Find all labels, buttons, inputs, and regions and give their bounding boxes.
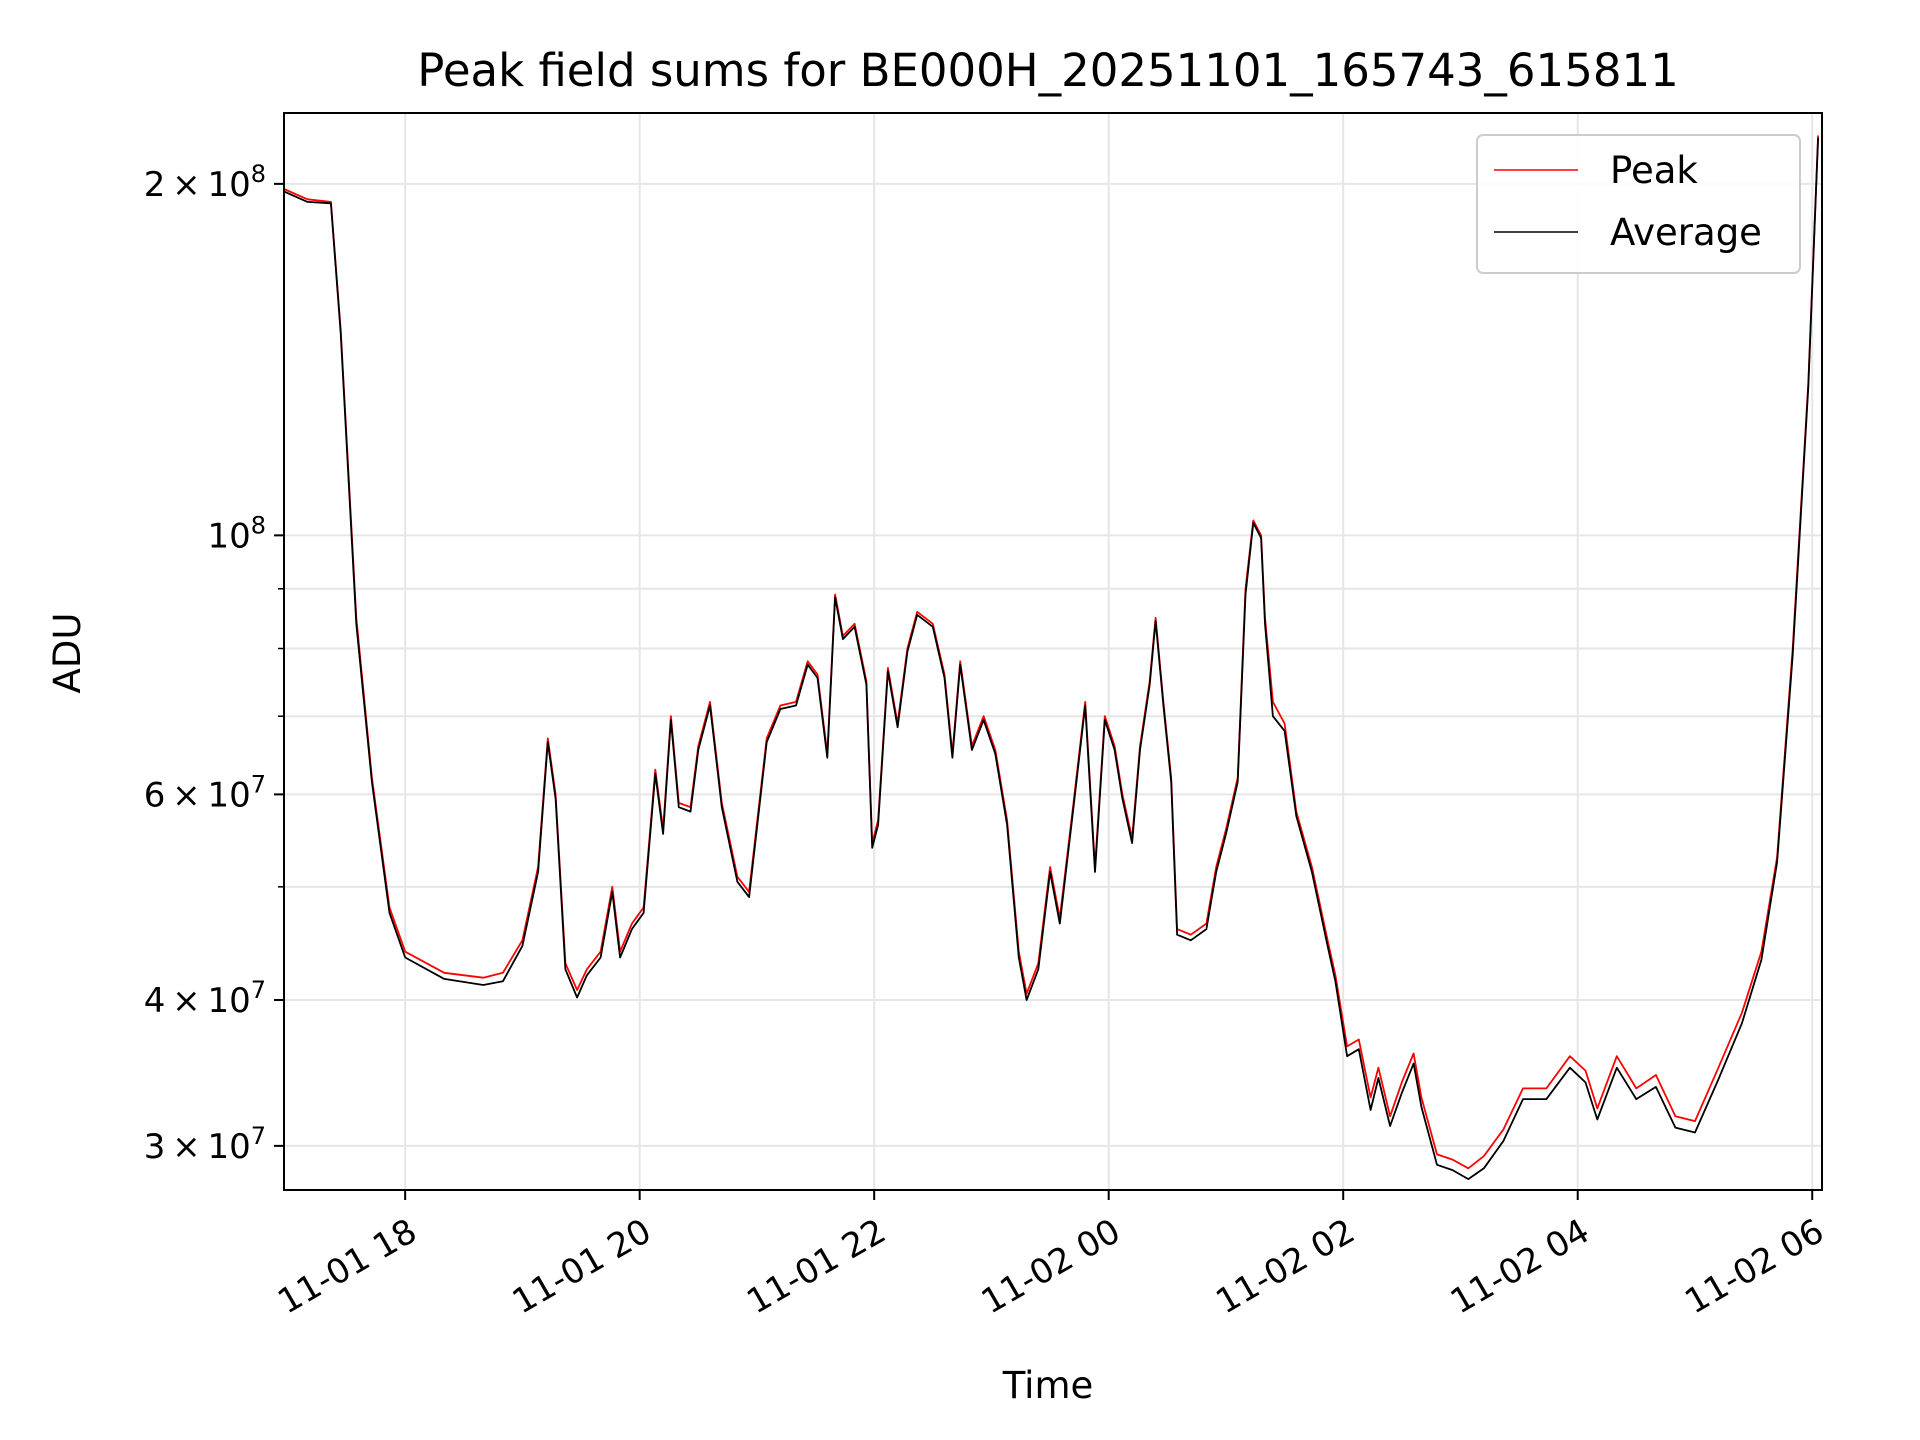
legend: Peak Average [1476, 134, 1801, 274]
y-axis: 3 × 107 4 × 107 6 × 107 108 2 × 108 [144, 160, 284, 1167]
series-line-average [284, 137, 1819, 1180]
y-axis-label: ADU [46, 613, 89, 694]
x-axis-label: Time [1002, 1364, 1094, 1407]
legend-label-average: Average [1610, 211, 1762, 254]
y-tick-label: 108 [207, 511, 266, 556]
y-tick-label: 4 × 107 [144, 976, 266, 1021]
y-tick-label: 3 × 107 [144, 1122, 266, 1167]
grid-lines [284, 113, 1822, 1190]
series-lines [284, 135, 1819, 1180]
y-tick-label: 6 × 107 [144, 770, 266, 815]
plot-area-frame [283, 112, 1823, 1191]
legend-label-peak: Peak [1610, 149, 1698, 192]
chart-title: Peak field sums for BE000H_20251101_1657… [417, 44, 1678, 97]
y-tick-label: 2 × 108 [144, 160, 266, 205]
